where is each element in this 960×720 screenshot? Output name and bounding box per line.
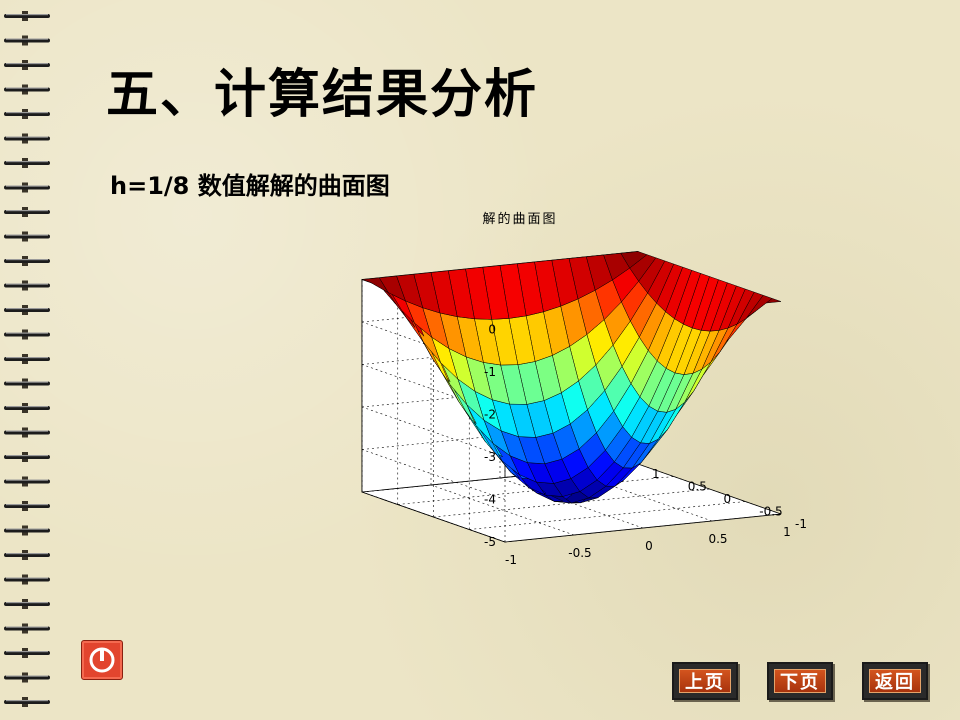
binding-ring [4, 623, 50, 634]
binding-ring [4, 378, 50, 389]
grid-line [637, 463, 782, 515]
x-tick-label: 0.5 [708, 532, 727, 546]
binding-ring [4, 550, 50, 560]
grid-line [361, 406, 506, 458]
grid-line [469, 501, 746, 530]
binding-ring [4, 452, 50, 462]
chart-title: 解的曲面图 [482, 211, 557, 227]
power-icon [89, 647, 115, 673]
surface-chart: 0 -1 -2 -3 -4 -5 -1 -0.5 0 0.5 1 -1 -0.5 0 0.5 1 解的曲面图 [361, 211, 807, 568]
binding-ring [4, 109, 50, 119]
binding-ring [4, 158, 50, 168]
z-tick-label: -2 [484, 408, 496, 422]
binding-ring [4, 280, 50, 291]
x-tick-label: 1 [783, 525, 791, 539]
next-page-button[interactable]: 下页 [767, 662, 833, 700]
binding-ring [4, 305, 50, 315]
binding-ring [4, 35, 50, 46]
grid-line [397, 476, 674, 505]
y-tick-label: 0.5 [688, 480, 707, 494]
binding-ring [4, 599, 50, 609]
chart-tick-labels: 0 -1 -2 -3 -4 -5 -1 -0.5 0 0.5 1 -1 -0.5 0 0.5 1 [484, 323, 807, 568]
back-button[interactable]: 返回 [862, 662, 928, 700]
z-tick-label: -4 [484, 493, 496, 507]
grid-line [433, 488, 710, 518]
binding-ring [4, 574, 50, 585]
power-button[interactable] [81, 640, 123, 680]
z-tick-label: 0 [488, 323, 496, 337]
z-tick-label: -5 [484, 535, 496, 549]
binding-ring [4, 354, 50, 364]
y-tick-label: -0.5 [759, 505, 782, 519]
binding-ring [4, 648, 50, 658]
y-tick-label: 1 [652, 467, 660, 481]
binding-ring [4, 84, 50, 95]
back-label: 返回 [869, 669, 921, 693]
grid-line [430, 484, 575, 536]
binding-ring [4, 501, 50, 511]
binding-ring [4, 697, 50, 707]
y-tick-label: -1 [795, 517, 807, 531]
surface-mesh [361, 251, 782, 504]
binding-ring [4, 476, 50, 487]
surface-patch [361, 277, 389, 294]
binding-ring [4, 403, 50, 413]
binding-ring [4, 11, 50, 21]
binding-ring [4, 60, 50, 70]
grid-line [504, 513, 782, 543]
spiral-binding [4, 11, 50, 707]
binding-ring [4, 427, 50, 438]
binding-ring [4, 256, 50, 266]
slide-subtitle: h=1/8 数值解解的曲面图 [110, 172, 390, 200]
prev-page-button[interactable]: 上页 [672, 662, 738, 700]
binding-ring [4, 133, 50, 144]
prev-page-label: 上页 [679, 669, 731, 693]
slide-title: 五、计算结果分析 [106, 65, 539, 125]
x-tick-label: 0 [645, 539, 653, 553]
x-tick-label: -0.5 [568, 546, 591, 560]
binding-ring [4, 207, 50, 217]
grid-line [361, 491, 506, 543]
binding-ring [4, 525, 50, 536]
binding-ring [4, 231, 50, 242]
y-tick-label: 0 [724, 492, 732, 506]
binding-ring [4, 329, 50, 340]
binding-ring [4, 182, 50, 193]
z-tick-label: -1 [484, 365, 496, 379]
z-tick-label: -3 [484, 450, 496, 464]
x-tick-label: -1 [505, 553, 517, 567]
next-page-label: 下页 [774, 669, 826, 693]
grid-line [361, 449, 506, 500]
binding-ring [4, 672, 50, 683]
